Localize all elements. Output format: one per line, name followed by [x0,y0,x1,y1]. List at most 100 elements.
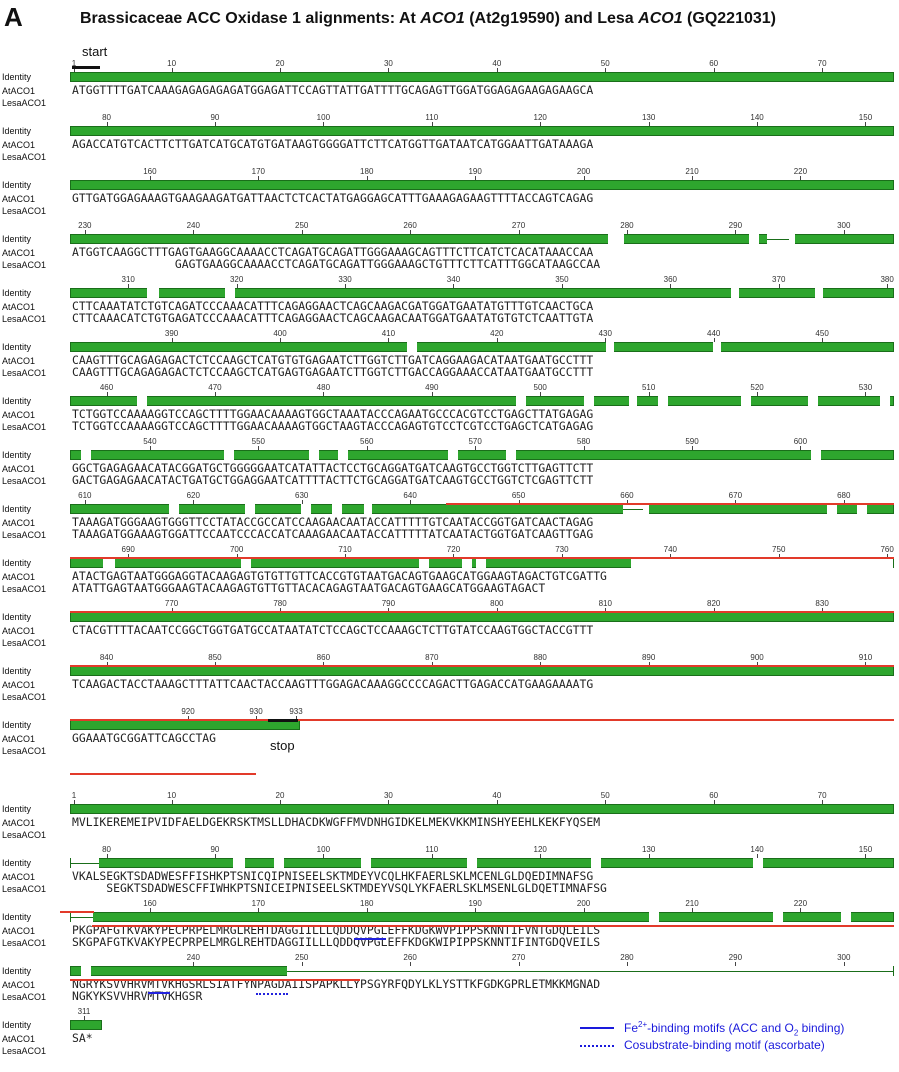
identity-label: Identity [2,804,32,814]
nt-ruler-label: 110 [425,113,439,122]
nt-ruler-label: 860 [316,653,331,662]
aa-identity-gap [361,858,371,868]
aa-identity-gap-line [71,863,99,864]
nt-ruler-tick [410,500,412,504]
nt-ruler-label: 320 [229,275,244,284]
seq1-label: AtACO1 [2,872,36,882]
panel-letter: A [4,2,23,32]
nt-ruler-tick [540,662,542,666]
nt-ruler-tick [518,230,520,234]
seq1-label: AtACO1 [2,464,36,474]
nt-ruler: 160 170 180 190 200 210 220 [70,166,894,180]
seq1-label: AtACO1 [2,980,36,990]
aa-ruler-tick [475,908,477,912]
aa-ruler-label: 180 [360,899,374,908]
seq1-label: AtACO1 [2,302,36,312]
nt-seq-atACO1: AGACCATGTCACTTCTTGATCATGCATGTGATAAGTGGGG… [72,137,594,151]
aa-identity-gap-line [71,917,93,918]
nt-ruler-label: 350 [555,275,569,284]
cosubstrate-legend-text: Cosubstrate-binding motif (ascorbate) [624,1038,825,1052]
nt-ruler-label: 450 [815,329,829,338]
nt-identity-bar [70,342,894,352]
nt-ruler-label: 620 [186,491,200,500]
nt-ruler-tick [496,608,498,612]
seq2-label: LesaACO1 [2,476,47,486]
nt-ruler-tick [431,662,433,666]
nt-ruler-label: 810 [598,599,612,608]
nt-ruler-tick [256,716,257,720]
identity-label: Identity [2,966,32,976]
aa-ruler-label: 210 [685,899,699,908]
nt-seq-atACO1: GGAAATGCGGATTCAGCCTAG [72,731,217,745]
nt-ruler-tick [757,392,759,396]
aa-seq-atACO1: PKGPAFGTKVAKYPECPRPELMRGLREHTDAGGIILLLQD… [72,923,601,937]
identity-label: Identity [2,558,32,568]
nt-identity-gap [584,396,594,406]
nt-ruler-tick [280,68,281,72]
aa-block: 240 250 260 270 280 290 300 Identity AtACO1 LesaA… [0,953,899,1018]
nt-ruler-label: 740 [663,545,677,554]
aa-ruler-tick [865,854,867,858]
nt-ruler-label: 490 [425,383,439,392]
nt-ruler-tick [128,284,130,288]
nt-ruler-tick [193,230,195,234]
nt-ruler-label: 370 [772,275,786,284]
seq1-label: AtACO1 [2,356,36,366]
nt-ruler: 920 930 933 [70,706,894,720]
nt-ruler-tick [106,662,108,666]
nt-ruler-tick [583,176,585,180]
seq1-label: AtACO1 [2,680,36,690]
nt-ruler-label: 270 [511,221,526,230]
nt-ruler-tick [171,608,173,612]
nt-identity-gap [808,396,818,406]
aa-ruler-label: 250 [294,953,309,962]
identity-label: Identity [2,912,32,922]
identity-label: Identity [2,858,32,868]
nt-ruler-tick [431,122,433,126]
aa-ruler-tick [431,854,433,858]
nt-ruler-label: 120 [533,113,547,122]
nt-identity-bar [70,558,894,568]
nt-identity-gap [407,342,417,352]
nt-ruler-label: 380 [880,275,894,284]
nt-ruler-label: 180 [360,167,374,176]
nt-identity-bar [70,234,894,244]
aa-ruler-label: 280 [620,953,634,962]
nt-ruler-tick [843,500,845,504]
nt-ruler-label: 540 [143,437,157,446]
nt-ruler-tick [540,122,542,126]
domain-underline [60,911,94,913]
nt-identity-gap [364,504,372,514]
nt-seq-lesaACO1: GAGTGAAGGCAAAACCTCAGATGCAGATTGGGAAAGCTGT… [72,257,601,271]
nt-identity-gap [608,234,624,244]
nt-identity-gap-line [767,239,789,240]
nt-identity-gap-line [623,509,643,510]
aa-ruler-label: 40 [492,791,502,800]
nt-ruler-tick [366,446,368,450]
aa-ruler-label: 240 [186,953,200,962]
aa-ruler-tick [605,800,607,804]
identity-label: Identity [2,666,32,676]
fe-binding-motif-underline [148,992,170,994]
aa-ruler-tick [388,800,390,804]
aa-ruler-label: 220 [793,899,808,908]
domain-underline [70,611,894,613]
nt-identity-gap [629,396,637,406]
nt-ruler-label: 330 [338,275,352,284]
seq2-label: LesaACO1 [2,206,47,216]
nt-ruler-label: 300 [837,221,851,230]
nt-ruler-label: 160 [143,167,157,176]
identity-label: Identity [2,126,32,136]
nt-ruler-tick [735,230,737,234]
nt-ruler-label: 530 [858,383,873,392]
nt-seq-atACO1: TCTGGTCCAAAAGGTCCAGCTTTTGGAACAAAAGTGGCTA… [72,407,594,421]
nt-ruler: 310 320 330 340 350 360 370 380 [70,274,894,288]
seq2-label: LesaACO1 [2,884,47,894]
nt-seq-atACO1: TCAAGACTACCTAAAGCTTTATTCAACTACCAAGTTTGGA… [72,677,594,691]
nt-block: 690 700 710 720 730 740 750 760 Identity AtACO1 Le… [0,545,899,610]
nt-ruler-label: 60 [709,59,719,68]
nt-identity-gap [789,234,795,244]
nt-identity-gap [462,558,472,568]
nt-ruler-tick [561,554,563,558]
nt-ruler-label: 760 [880,545,894,554]
